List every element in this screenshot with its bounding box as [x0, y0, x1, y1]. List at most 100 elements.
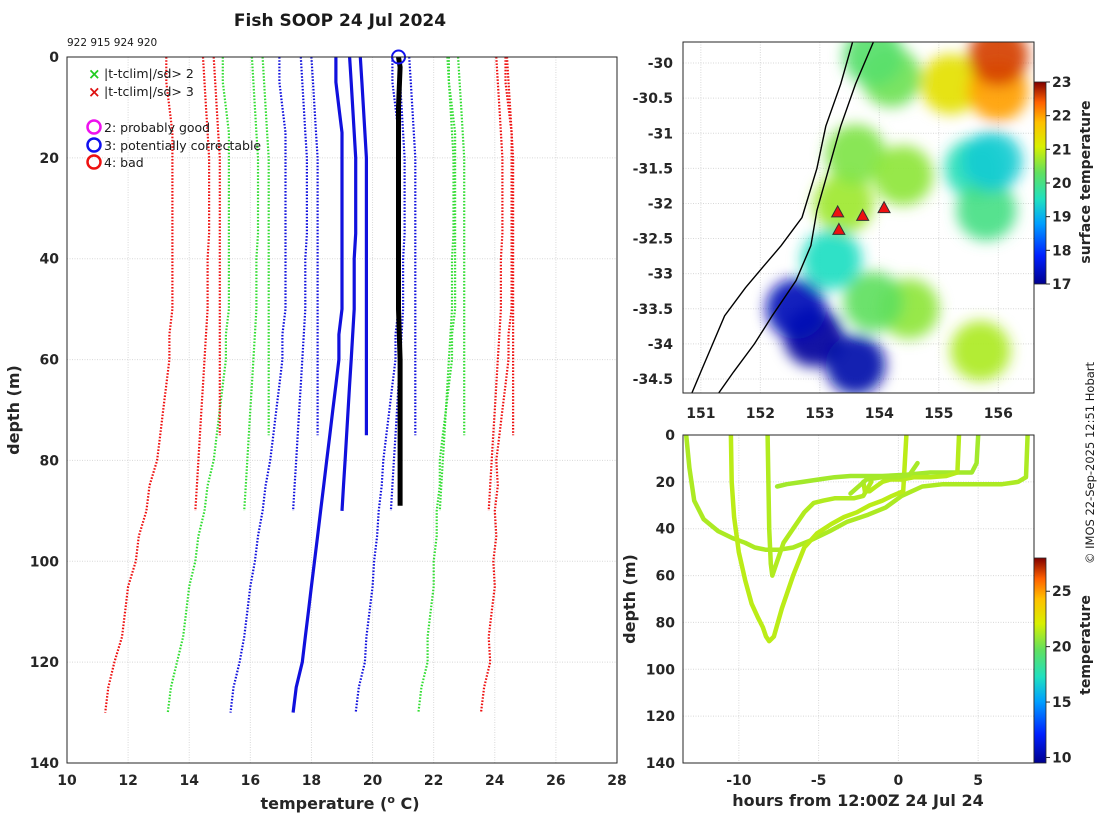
x-tick-label: 18 [302, 773, 321, 789]
climatology-limit-line [310, 56, 319, 436]
climatology-limit-line [487, 56, 504, 511]
trace-line [774, 435, 981, 489]
x-tick-label: 0 [894, 773, 904, 789]
legend-label: 3: potentially correctable [104, 138, 261, 153]
legend-label: |t-tclim|/sd> 3 [104, 84, 194, 99]
y-tick-label: 40 [40, 252, 60, 268]
y-tick-label: 100 [30, 554, 59, 570]
sst-patch [968, 42, 1029, 87]
coastline [691, 42, 854, 393]
trace-line [728, 435, 909, 644]
legend-item-flag-3: × |t-tclim|/sd> 3 [88, 83, 194, 101]
x-tick-label: -5 [811, 773, 827, 789]
climatology-limit-line [505, 56, 515, 436]
x-tick-label: 28 [607, 773, 626, 789]
colorbar-tick-label: 18 [1052, 243, 1071, 259]
x-tick-label: 26 [546, 773, 565, 789]
x-tick-label: 20 [363, 773, 383, 789]
climatology-limit-line [212, 56, 221, 436]
profile-ylabel: depth (m) [4, 365, 23, 455]
y-tick-label: 140 [30, 756, 59, 772]
colorbar-tick-label: 21 [1052, 142, 1071, 158]
x-icon: × [88, 65, 101, 83]
x-tick-label: 5 [973, 773, 983, 789]
sst-patch [843, 271, 904, 332]
x-tick-label: 16 [241, 773, 260, 789]
x-tick-label: 156 [984, 406, 1013, 422]
x-tick-label: 154 [865, 406, 894, 422]
x-icon: × [88, 83, 101, 101]
climatology-limit-line [194, 56, 211, 511]
trace-line [683, 435, 1030, 553]
legend-label: 4: bad [104, 155, 144, 170]
colorbar-tick-label: 19 [1052, 210, 1071, 226]
temperature-colorbar-ticks: 10 15 20 25 [1046, 584, 1072, 766]
chart-title: Fish SOOP 24 Jul 2024 [234, 11, 446, 31]
climatology-limit-line [243, 56, 260, 511]
circle-icon [86, 154, 102, 170]
circle-icon [86, 119, 102, 135]
sst-field [766, 42, 1029, 393]
colorbar-tick-label: 17 [1052, 277, 1071, 293]
trace-tick-labels: -10 -5 0 5 0 20 40 60 80 100 120 140 [646, 428, 983, 789]
climatology-limit-line [457, 56, 466, 436]
y-tick-label: -34.5 [633, 372, 673, 388]
climatology-limit-line [438, 56, 455, 511]
y-tick-label: 0 [49, 50, 59, 66]
profile-tick-labels: 10 12 14 16 18 20 22 24 26 28 0 20 40 60 80 100 120 140 [30, 50, 627, 789]
x-tick-label: 10 [57, 773, 77, 789]
y-tick-label: 120 [30, 655, 59, 671]
legend-label: 2: probably good [104, 120, 210, 135]
y-tick-label: -33.5 [633, 302, 673, 318]
y-tick-label: 140 [646, 756, 675, 772]
trace-line [848, 460, 920, 496]
observed-profile-line [396, 56, 403, 506]
trace-ylabel: depth (m) [620, 554, 639, 644]
sst-colorbar-ticks: 17 18 19 20 21 22 23 [1046, 75, 1072, 293]
climatology-limit-line [408, 56, 417, 436]
sst-patch [920, 54, 981, 115]
climatology-limit-line [292, 56, 308, 511]
sst-colorbar [1033, 81, 1047, 285]
sst-patch [843, 42, 904, 87]
cast-ids: 922 915 924 920 [67, 37, 157, 49]
x-tick-label: 14 [179, 773, 199, 789]
map-tick-labels: 151 152 153 154 155 156 -30 -30.5 -31 -31.5 -32 -32… [633, 56, 1013, 422]
y-tick-label: -31 [648, 126, 673, 142]
x-tick-label: 12 [118, 773, 137, 789]
x-tick-label: 153 [805, 406, 834, 422]
shelf-edge-line [718, 42, 875, 393]
y-tick-label: 80 [656, 615, 676, 631]
climatology-limit-line [261, 56, 270, 436]
sst-patch [950, 320, 1011, 381]
profile-axes [66, 56, 618, 764]
y-tick-label: -34 [648, 337, 674, 353]
climatology-limit-line [166, 57, 230, 713]
y-tick-label: -32 [648, 196, 673, 212]
sst-colorbar-label: surface temperature [1078, 100, 1094, 263]
sst-patch [962, 131, 1023, 192]
climatology-limit-line [389, 56, 406, 511]
legend: × |t-tclim|/sd> 2 × |t-tclim|/sd> 3 2: p… [86, 65, 261, 170]
climatology-limit-line [417, 57, 457, 713]
colorbar-tick-label: 25 [1052, 584, 1071, 600]
y-tick-label: 20 [656, 475, 676, 491]
x-tick-label: -10 [726, 773, 752, 789]
y-tick-label: 120 [646, 709, 675, 725]
colorbar-tick-label: 20 [1052, 176, 1072, 192]
y-tick-label: 20 [40, 151, 60, 167]
y-tick-label: 40 [656, 522, 676, 538]
legend-item-qc-2: 2: probably good [86, 119, 210, 135]
station-marker [877, 200, 891, 214]
sst-patch [956, 180, 1017, 241]
y-tick-label: 100 [646, 662, 675, 678]
trace-line [861, 435, 962, 494]
sst-patch [825, 334, 886, 393]
colorbar-tick-label: 10 [1052, 750, 1072, 766]
climatology-limit-line [479, 57, 513, 713]
sst-patch [825, 124, 886, 185]
x-tick-label: 151 [686, 406, 715, 422]
sst-patch [801, 229, 862, 290]
climatology-limit-line [104, 57, 174, 713]
